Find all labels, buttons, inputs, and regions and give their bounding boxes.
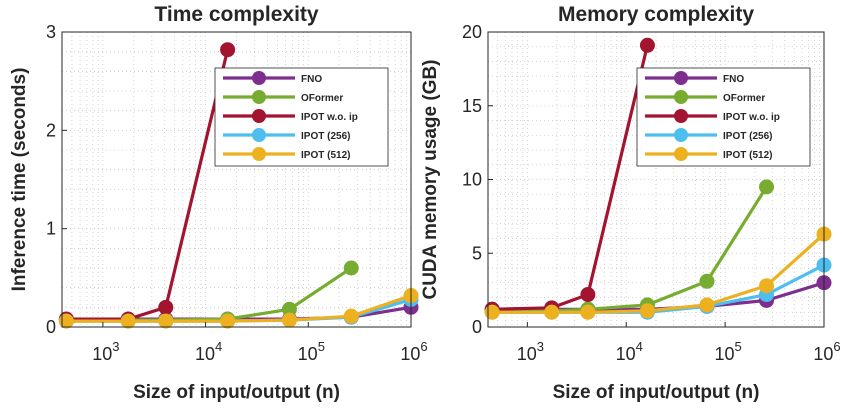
data-point bbox=[220, 42, 236, 58]
data-point bbox=[544, 304, 560, 320]
legend-marker bbox=[674, 147, 688, 161]
legend-marker bbox=[674, 109, 688, 123]
data-point bbox=[58, 313, 74, 329]
x-tick-base: 10 bbox=[616, 344, 636, 364]
y-tick-label: 0 bbox=[472, 317, 482, 337]
y-axis-label: Inference time (seconds) bbox=[9, 68, 30, 292]
legend-marker bbox=[252, 71, 266, 85]
x-tick-exponent: 4 bbox=[636, 339, 643, 354]
data-point bbox=[639, 303, 655, 319]
legend-label: IPOT w.o. ip bbox=[723, 112, 780, 123]
data-point bbox=[220, 313, 236, 329]
data-point bbox=[580, 304, 596, 320]
x-tick-base: 10 bbox=[92, 344, 112, 364]
data-point bbox=[281, 312, 297, 328]
legend-item: FNO bbox=[223, 71, 322, 85]
legend-label: IPOT w.o. ip bbox=[301, 112, 358, 123]
x-tick-label: 104 bbox=[616, 339, 643, 364]
x-tick-exponent: 3 bbox=[537, 339, 544, 354]
chart-title: Time complexity bbox=[154, 3, 318, 26]
x-axis-label: Size of input/output (n) bbox=[553, 382, 760, 403]
legend-marker bbox=[674, 128, 688, 142]
y-axis-label: CUDA memory usage (GB) bbox=[420, 59, 441, 299]
legend-label: OFormer bbox=[723, 93, 765, 104]
y-tick-label: 15 bbox=[462, 96, 482, 116]
x-tick-exponent: 4 bbox=[215, 339, 222, 354]
legend: FNO OFormer IPOT w.o. ip IPOT (256) IPOT (51… bbox=[636, 67, 811, 167]
legend-marker bbox=[252, 109, 266, 123]
legend-item: IPOT (256) bbox=[223, 128, 350, 142]
x-tick-label: 105 bbox=[714, 339, 741, 364]
legend-label: FNO bbox=[723, 74, 744, 85]
x-tick-base: 10 bbox=[195, 344, 215, 364]
legend-marker bbox=[674, 71, 688, 85]
legend-item: OFormer bbox=[645, 90, 765, 104]
x-tick-label: 103 bbox=[517, 339, 544, 364]
data-point bbox=[699, 273, 715, 289]
y-tick-label: 20 bbox=[462, 22, 482, 42]
y-tick-label: 5 bbox=[472, 243, 482, 263]
x-tick-exponent: 6 bbox=[833, 339, 840, 354]
legend-item: IPOT (512) bbox=[645, 147, 772, 161]
axes-box bbox=[61, 31, 412, 328]
series-line bbox=[66, 49, 230, 321]
x-tick-exponent: 5 bbox=[318, 339, 325, 354]
x-tick-exponent: 5 bbox=[735, 339, 742, 354]
legend-item: OFormer bbox=[223, 90, 343, 104]
data-point bbox=[484, 304, 500, 320]
legend-label: IPOT (512) bbox=[301, 150, 350, 161]
legend-label: OFormer bbox=[301, 93, 343, 104]
x-tick-label: 106 bbox=[400, 339, 427, 364]
data-point bbox=[158, 299, 174, 315]
data-point bbox=[158, 313, 174, 329]
y-tick-label: 3 bbox=[46, 22, 56, 42]
legend-item: IPOT (256) bbox=[645, 128, 772, 142]
legend-marker bbox=[674, 90, 688, 104]
legend-label: FNO bbox=[301, 74, 322, 85]
data-point bbox=[699, 297, 715, 313]
data-point bbox=[580, 287, 596, 303]
data-point bbox=[639, 37, 655, 53]
legend: FNO OFormer IPOT w.o. ip IPOT (256) IPOT (51… bbox=[214, 67, 389, 167]
legend-item: IPOT (512) bbox=[223, 147, 350, 161]
legend-label: IPOT (256) bbox=[301, 131, 350, 142]
series-line bbox=[492, 44, 649, 311]
chart-title: Memory complexity bbox=[558, 3, 754, 26]
x-tick-label: 105 bbox=[298, 339, 325, 364]
x-axis-label: Size of input/output (n) bbox=[133, 382, 340, 403]
legend-item: FNO bbox=[645, 71, 744, 85]
x-tick-base: 10 bbox=[298, 344, 318, 364]
x-tick-base: 10 bbox=[517, 344, 537, 364]
data-point bbox=[759, 179, 775, 195]
legend-item: IPOT w.o. ip bbox=[645, 109, 780, 123]
data-point bbox=[120, 313, 136, 329]
data-point bbox=[343, 308, 359, 324]
data-point bbox=[343, 260, 359, 276]
x-tick-base: 10 bbox=[400, 344, 420, 364]
y-tick-label: 0 bbox=[46, 317, 56, 337]
x-tick-label: 104 bbox=[195, 339, 222, 364]
y-tick-label: 1 bbox=[46, 219, 56, 239]
y-tick-label: 2 bbox=[46, 120, 56, 140]
y-tick-label: 10 bbox=[462, 170, 482, 190]
legend-item: IPOT w.o. ip bbox=[223, 109, 358, 123]
x-tick-exponent: 3 bbox=[112, 339, 119, 354]
data-point bbox=[759, 278, 775, 294]
x-tick-exponent: 6 bbox=[420, 339, 427, 354]
legend-label: IPOT (256) bbox=[723, 131, 772, 142]
x-tick-base: 10 bbox=[813, 344, 833, 364]
x-tick-label: 106 bbox=[813, 339, 840, 364]
x-tick-label: 103 bbox=[92, 339, 119, 364]
x-tick-base: 10 bbox=[714, 344, 734, 364]
legend-marker bbox=[252, 90, 266, 104]
legend-marker bbox=[252, 147, 266, 161]
legend-marker bbox=[252, 128, 266, 142]
legend-label: IPOT (512) bbox=[723, 150, 772, 161]
